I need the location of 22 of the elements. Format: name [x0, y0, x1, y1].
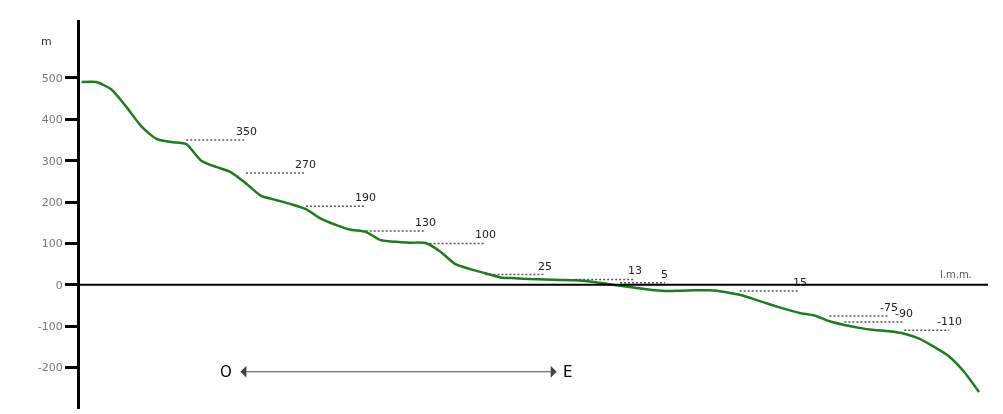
series-label: 190: [355, 191, 376, 204]
y-tick-label: 0: [55, 278, 63, 292]
series-label: -110: [937, 315, 962, 328]
series-label: 350: [236, 125, 257, 138]
series-label: 25: [538, 260, 552, 273]
y-tick-label: 300: [41, 154, 63, 168]
y-tick-label: 400: [41, 113, 63, 127]
series-label: 13: [628, 264, 642, 277]
y-tick-label: -200: [37, 361, 63, 375]
y-tick-label: 200: [41, 195, 63, 209]
series-label: 5: [661, 268, 668, 281]
series-label: 270: [295, 158, 316, 171]
series-label: 100: [475, 228, 496, 241]
y-axis-title: m: [41, 35, 52, 48]
series-label: 130: [415, 216, 436, 229]
series-label: -75: [880, 301, 898, 314]
annotation: O: [220, 363, 232, 381]
y-tick-label: -100: [37, 320, 63, 334]
y-tick-label: 500: [41, 71, 63, 85]
annotation: E: [563, 363, 573, 381]
ref-line-label: l.m.m.: [940, 269, 972, 280]
y-tick-label: 100: [41, 237, 63, 251]
